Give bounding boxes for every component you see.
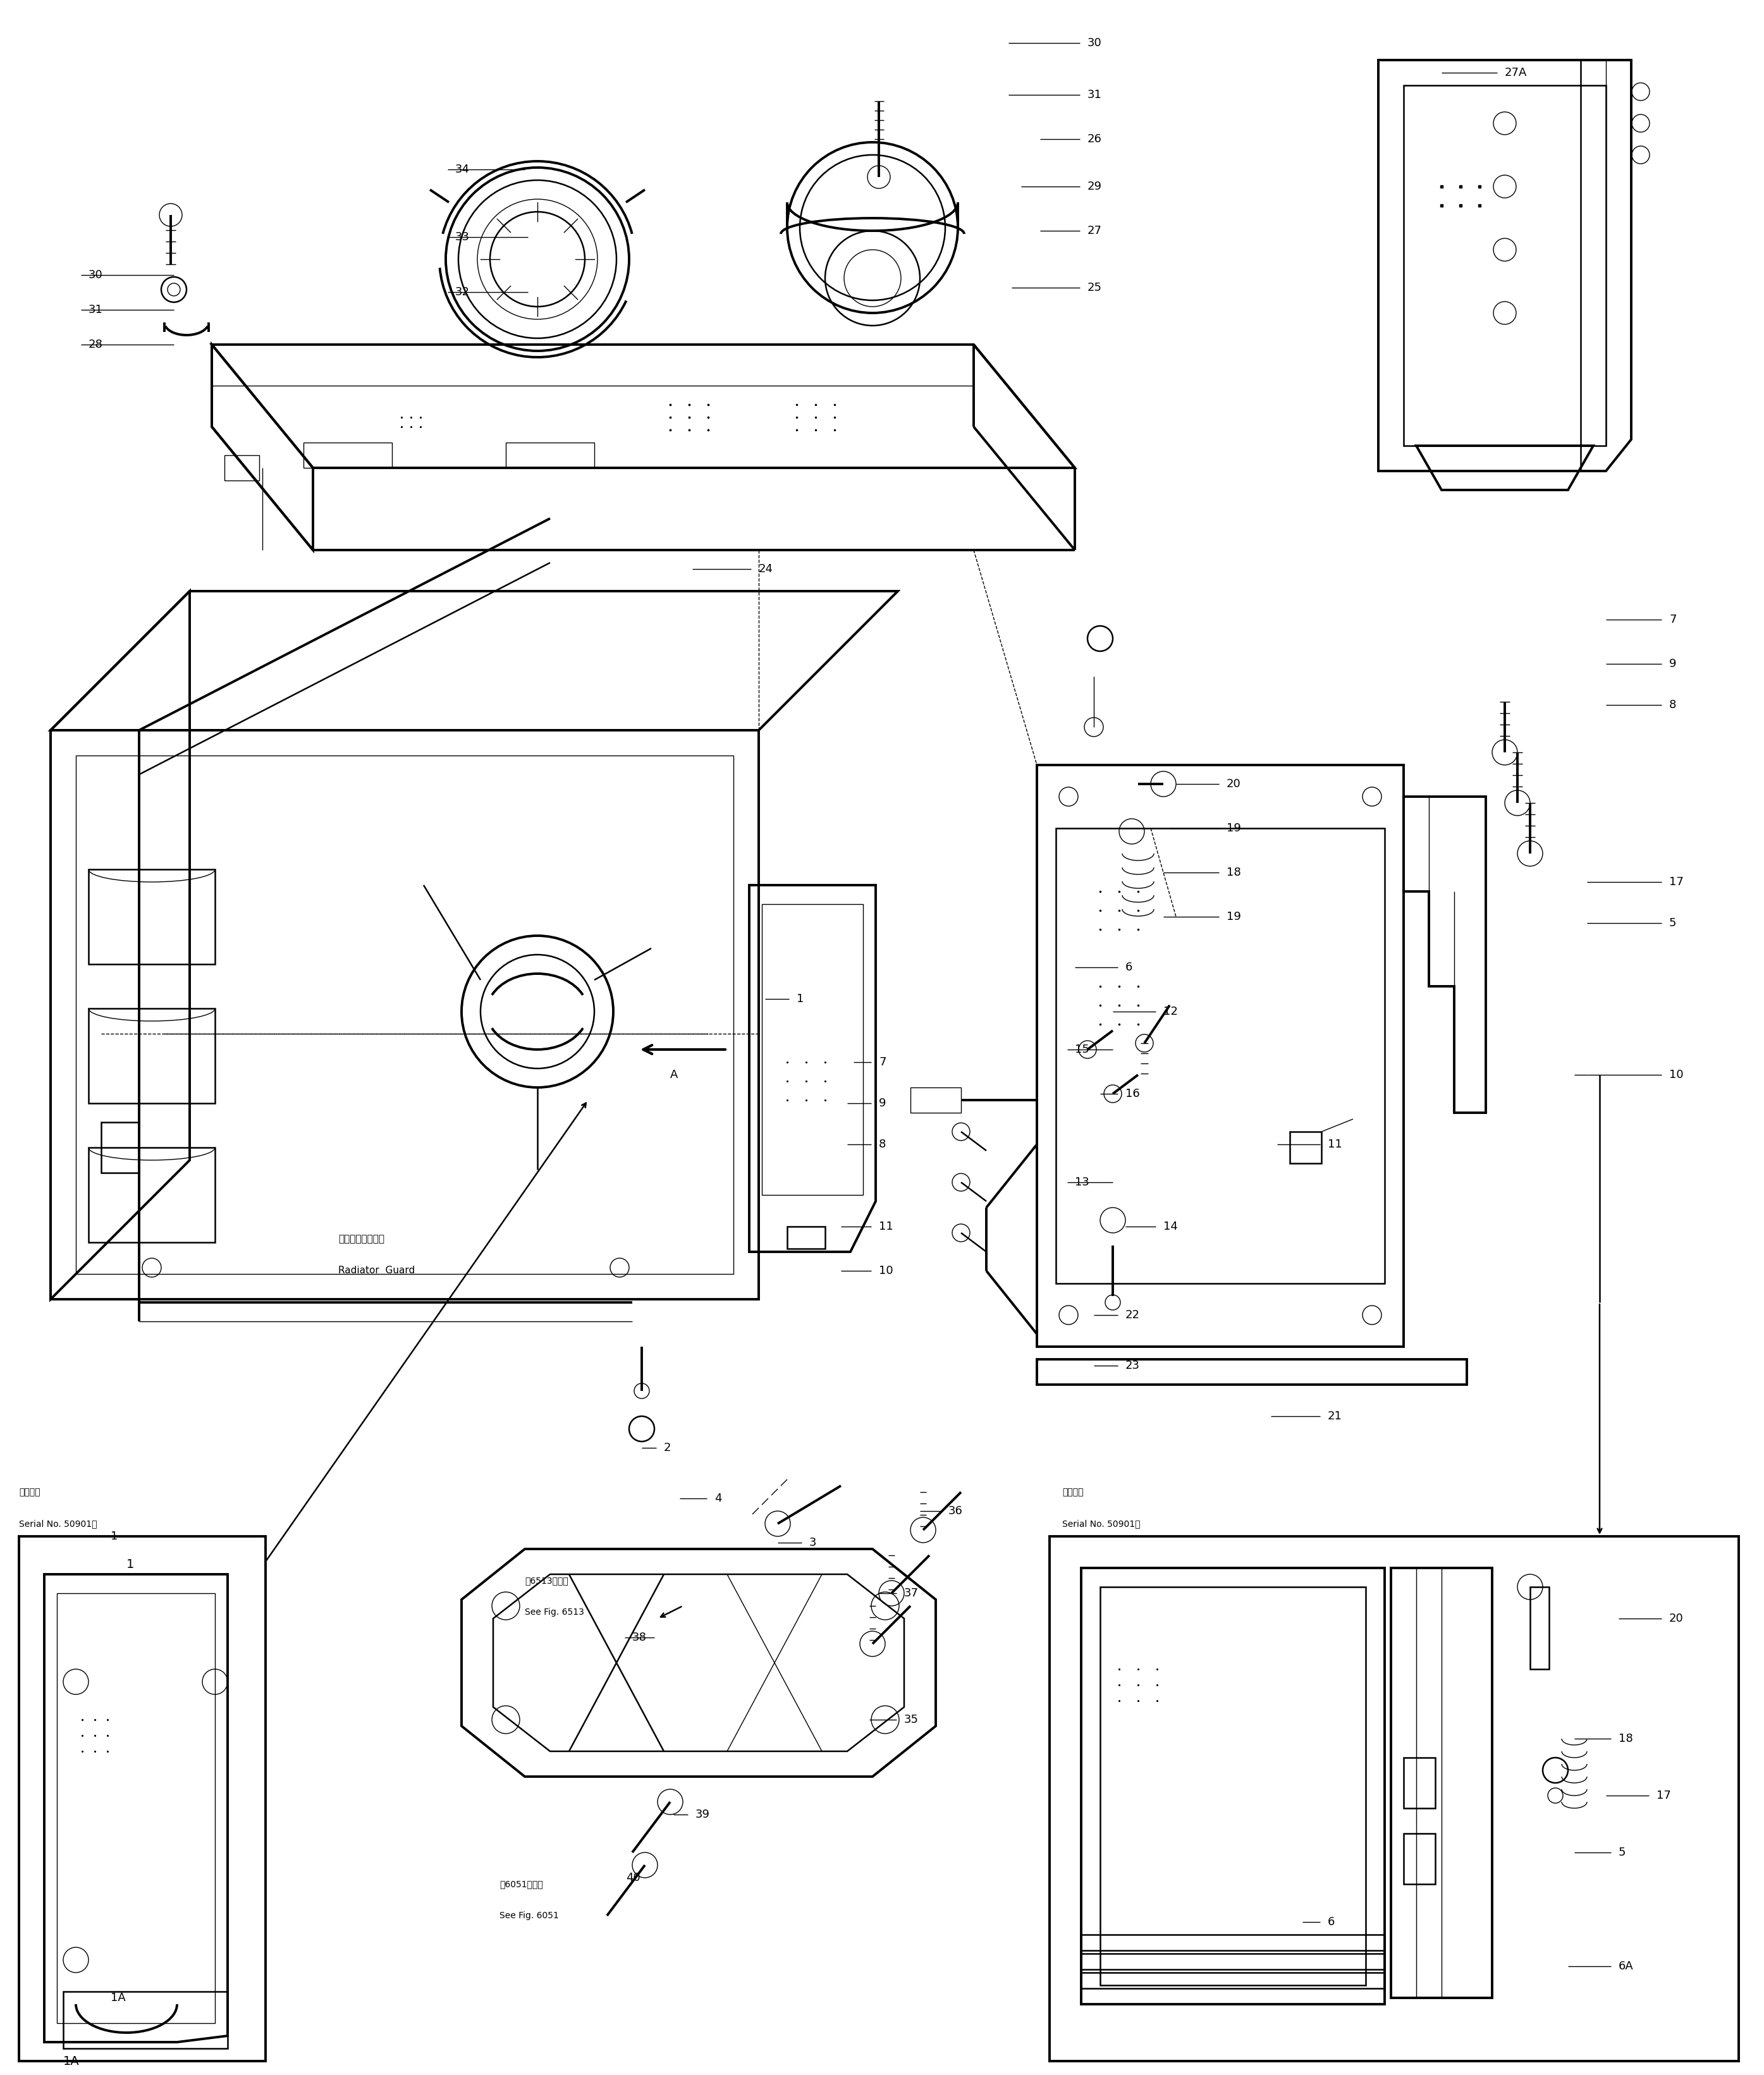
Text: 10: 10	[1669, 1069, 1683, 1081]
Text: A: A	[670, 1069, 677, 1081]
Text: Serial No. 50901～: Serial No. 50901～	[19, 1519, 97, 1527]
Bar	[1081, 1569, 1385, 2004]
Text: 適用号機: 適用号機	[19, 1488, 41, 1496]
Text: 28: 28	[88, 338, 102, 351]
Text: 11: 11	[1328, 1139, 1342, 1150]
Text: 24: 24	[759, 562, 773, 575]
Text: 1: 1	[797, 994, 804, 1004]
Text: 29: 29	[1087, 181, 1102, 193]
Text: 23: 23	[1125, 1359, 1140, 1372]
Bar	[1404, 1834, 1436, 1884]
Text: 17: 17	[1656, 1791, 1671, 1801]
Text: 21: 21	[1328, 1411, 1342, 1421]
Text: 38: 38	[632, 1631, 647, 1643]
Text: 6: 6	[1125, 961, 1132, 973]
Text: 37: 37	[905, 1587, 919, 1600]
Text: 13: 13	[1074, 1177, 1090, 1189]
Bar	[1081, 1934, 1385, 1950]
Text: Serial No. 50901～: Serial No. 50901～	[1062, 1519, 1140, 1527]
Text: 22: 22	[1125, 1309, 1140, 1322]
Text: 30: 30	[1087, 37, 1102, 48]
Text: 6A: 6A	[1619, 1961, 1633, 1971]
Text: 33: 33	[455, 232, 469, 243]
Bar	[88, 1147, 215, 1243]
Text: 32: 32	[455, 286, 469, 299]
Text: 18: 18	[1226, 867, 1240, 878]
Text: 8: 8	[878, 1139, 886, 1150]
Text: 20: 20	[1669, 1612, 1683, 1625]
Text: 適用号機: 適用号機	[1062, 1488, 1083, 1496]
Text: 7: 7	[1669, 614, 1676, 625]
Text: 2: 2	[663, 1442, 670, 1452]
Text: 9: 9	[1669, 658, 1676, 670]
Text: Radiator  Guard: Radiator Guard	[339, 1266, 415, 1276]
Text: 20: 20	[1226, 778, 1240, 791]
Text: See Fig. 6513: See Fig. 6513	[524, 1608, 584, 1616]
Text: 5: 5	[1619, 1847, 1626, 1857]
Text: 34: 34	[455, 164, 469, 174]
Text: 31: 31	[88, 305, 102, 315]
Text: 8: 8	[1669, 699, 1676, 710]
Text: 10: 10	[878, 1266, 893, 1276]
Text: 39: 39	[695, 1809, 711, 1820]
Bar	[762, 905, 863, 1195]
Text: 1: 1	[111, 1531, 118, 1542]
Bar	[101, 1123, 139, 1172]
Text: 16: 16	[1125, 1087, 1140, 1100]
Text: 36: 36	[949, 1504, 963, 1517]
Bar	[1057, 828, 1385, 1284]
Text: 第6051図参照: 第6051図参照	[499, 1880, 543, 1888]
Text: 15: 15	[1074, 1044, 1090, 1056]
Bar	[56, 1594, 215, 2023]
Text: 19: 19	[1226, 822, 1242, 834]
Text: 40: 40	[626, 1872, 640, 1884]
Bar	[88, 869, 215, 965]
Text: 30: 30	[88, 270, 102, 280]
Text: 7: 7	[878, 1056, 886, 1069]
Text: ラジエータガード: ラジエータガード	[339, 1235, 385, 1243]
Text: 26: 26	[1087, 133, 1102, 145]
Bar	[1404, 1758, 1436, 1807]
Text: 9: 9	[878, 1098, 886, 1108]
Text: 5: 5	[1669, 917, 1676, 930]
Text: 17: 17	[1669, 876, 1683, 888]
Text: 14: 14	[1162, 1220, 1178, 1233]
Text: See Fig. 6051: See Fig. 6051	[499, 1911, 559, 1919]
Text: 1A: 1A	[111, 1992, 125, 2004]
Bar	[1037, 1359, 1468, 1384]
Bar	[1050, 1536, 1739, 2060]
Bar	[1081, 1973, 1385, 1988]
Text: 19: 19	[1226, 911, 1242, 923]
Text: 第6513図参照: 第6513図参照	[524, 1577, 568, 1585]
Text: 6: 6	[1328, 1917, 1335, 1928]
Text: 11: 11	[878, 1220, 893, 1233]
Text: 27A: 27A	[1505, 66, 1528, 79]
Bar	[19, 1536, 266, 2060]
Text: 1: 1	[127, 1558, 134, 1571]
Bar	[1081, 1953, 1385, 1969]
Text: 27: 27	[1087, 224, 1102, 237]
Bar	[787, 1226, 826, 1249]
Text: 31: 31	[1087, 89, 1102, 100]
Bar	[910, 1087, 961, 1112]
Text: 1A: 1A	[64, 2054, 79, 2067]
Text: 12: 12	[1162, 1006, 1178, 1017]
Text: 25: 25	[1087, 282, 1102, 293]
Bar	[76, 755, 734, 1274]
Bar	[1101, 1587, 1365, 1986]
Text: 4: 4	[714, 1492, 721, 1504]
Bar	[1529, 1587, 1549, 1668]
Bar	[88, 1008, 215, 1104]
Text: 18: 18	[1619, 1733, 1633, 1745]
Text: 35: 35	[905, 1714, 919, 1726]
Text: 3: 3	[810, 1538, 817, 1548]
